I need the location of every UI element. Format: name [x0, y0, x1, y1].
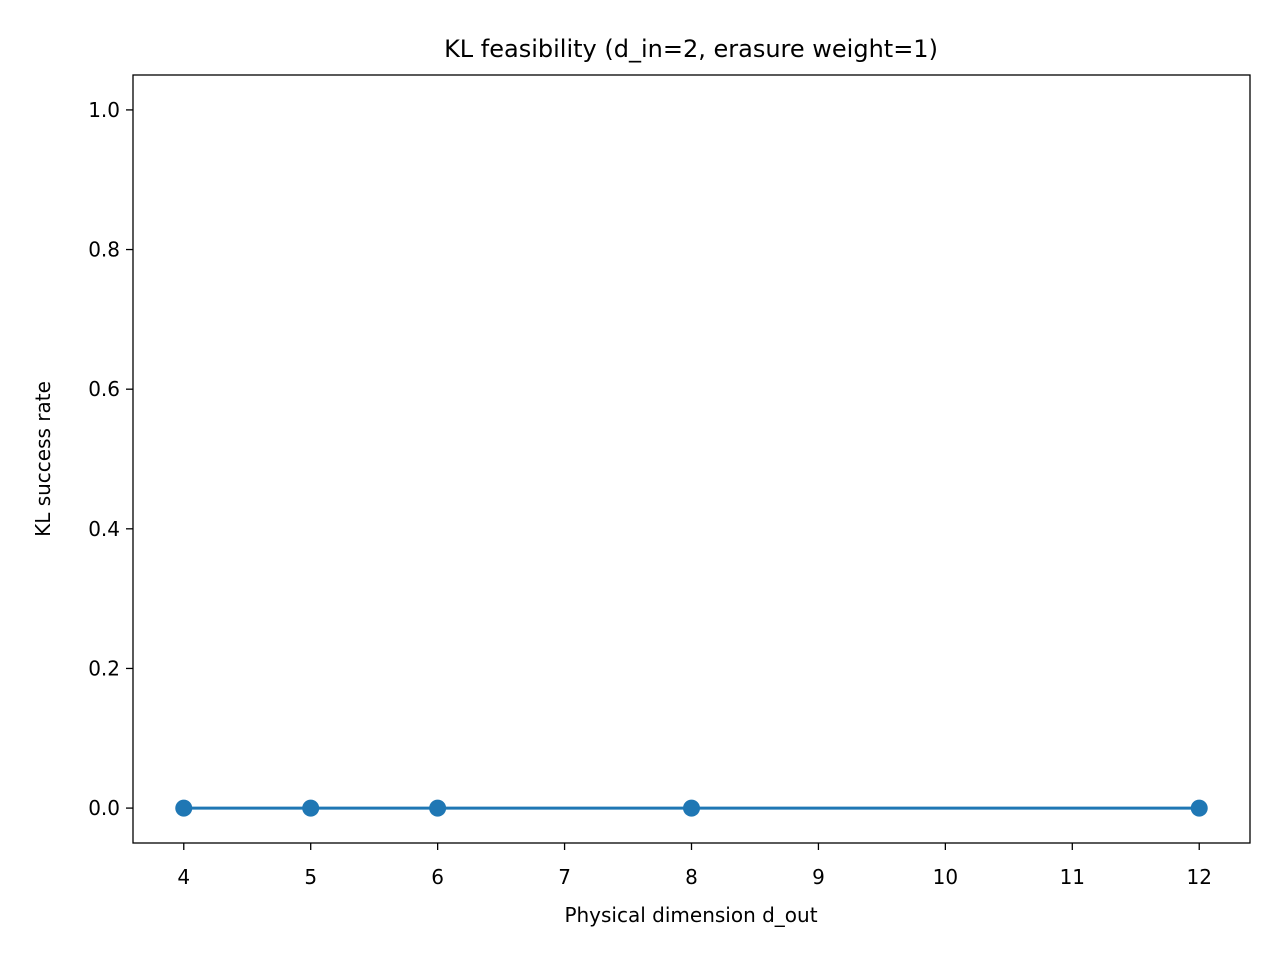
- chart-title: KL feasibility (d_in=2, erasure weight=1…: [444, 35, 938, 63]
- series-layer: [175, 799, 1208, 817]
- x-tick-label: 11: [1060, 865, 1085, 889]
- plot-frame: [132, 74, 1251, 844]
- x-axis-ticks: 4 5 6 7 8 9 10 11 12: [177, 843, 1212, 889]
- x-tick-label: 12: [1187, 865, 1212, 889]
- y-tick-label: 1.0: [88, 98, 120, 122]
- x-tick-label: 8: [685, 865, 698, 889]
- x-tick-label: 7: [558, 865, 571, 889]
- x-tick-label: 9: [812, 865, 825, 889]
- y-axis-label: KL success rate: [31, 381, 55, 537]
- data-point: [429, 799, 447, 817]
- data-point: [175, 799, 193, 817]
- x-tick-label: 4: [177, 865, 190, 889]
- data-point: [1190, 799, 1208, 817]
- y-tick-label: 0.8: [88, 238, 120, 262]
- x-tick-label: 10: [933, 865, 958, 889]
- data-point: [683, 799, 700, 817]
- y-tick-label: 0.0: [88, 796, 120, 820]
- y-tick-label: 0.6: [88, 377, 120, 401]
- x-axis-label: Physical dimension d_out: [564, 903, 817, 927]
- y-tick-label: 0.4: [88, 517, 120, 541]
- y-axis-ticks: 0.0 0.2 0.4 0.6 0.8 1.0: [88, 98, 133, 820]
- y-tick-label: 0.2: [88, 656, 120, 680]
- x-tick-label: 6: [431, 865, 444, 889]
- x-tick-label: 5: [304, 865, 317, 889]
- data-point: [302, 799, 320, 817]
